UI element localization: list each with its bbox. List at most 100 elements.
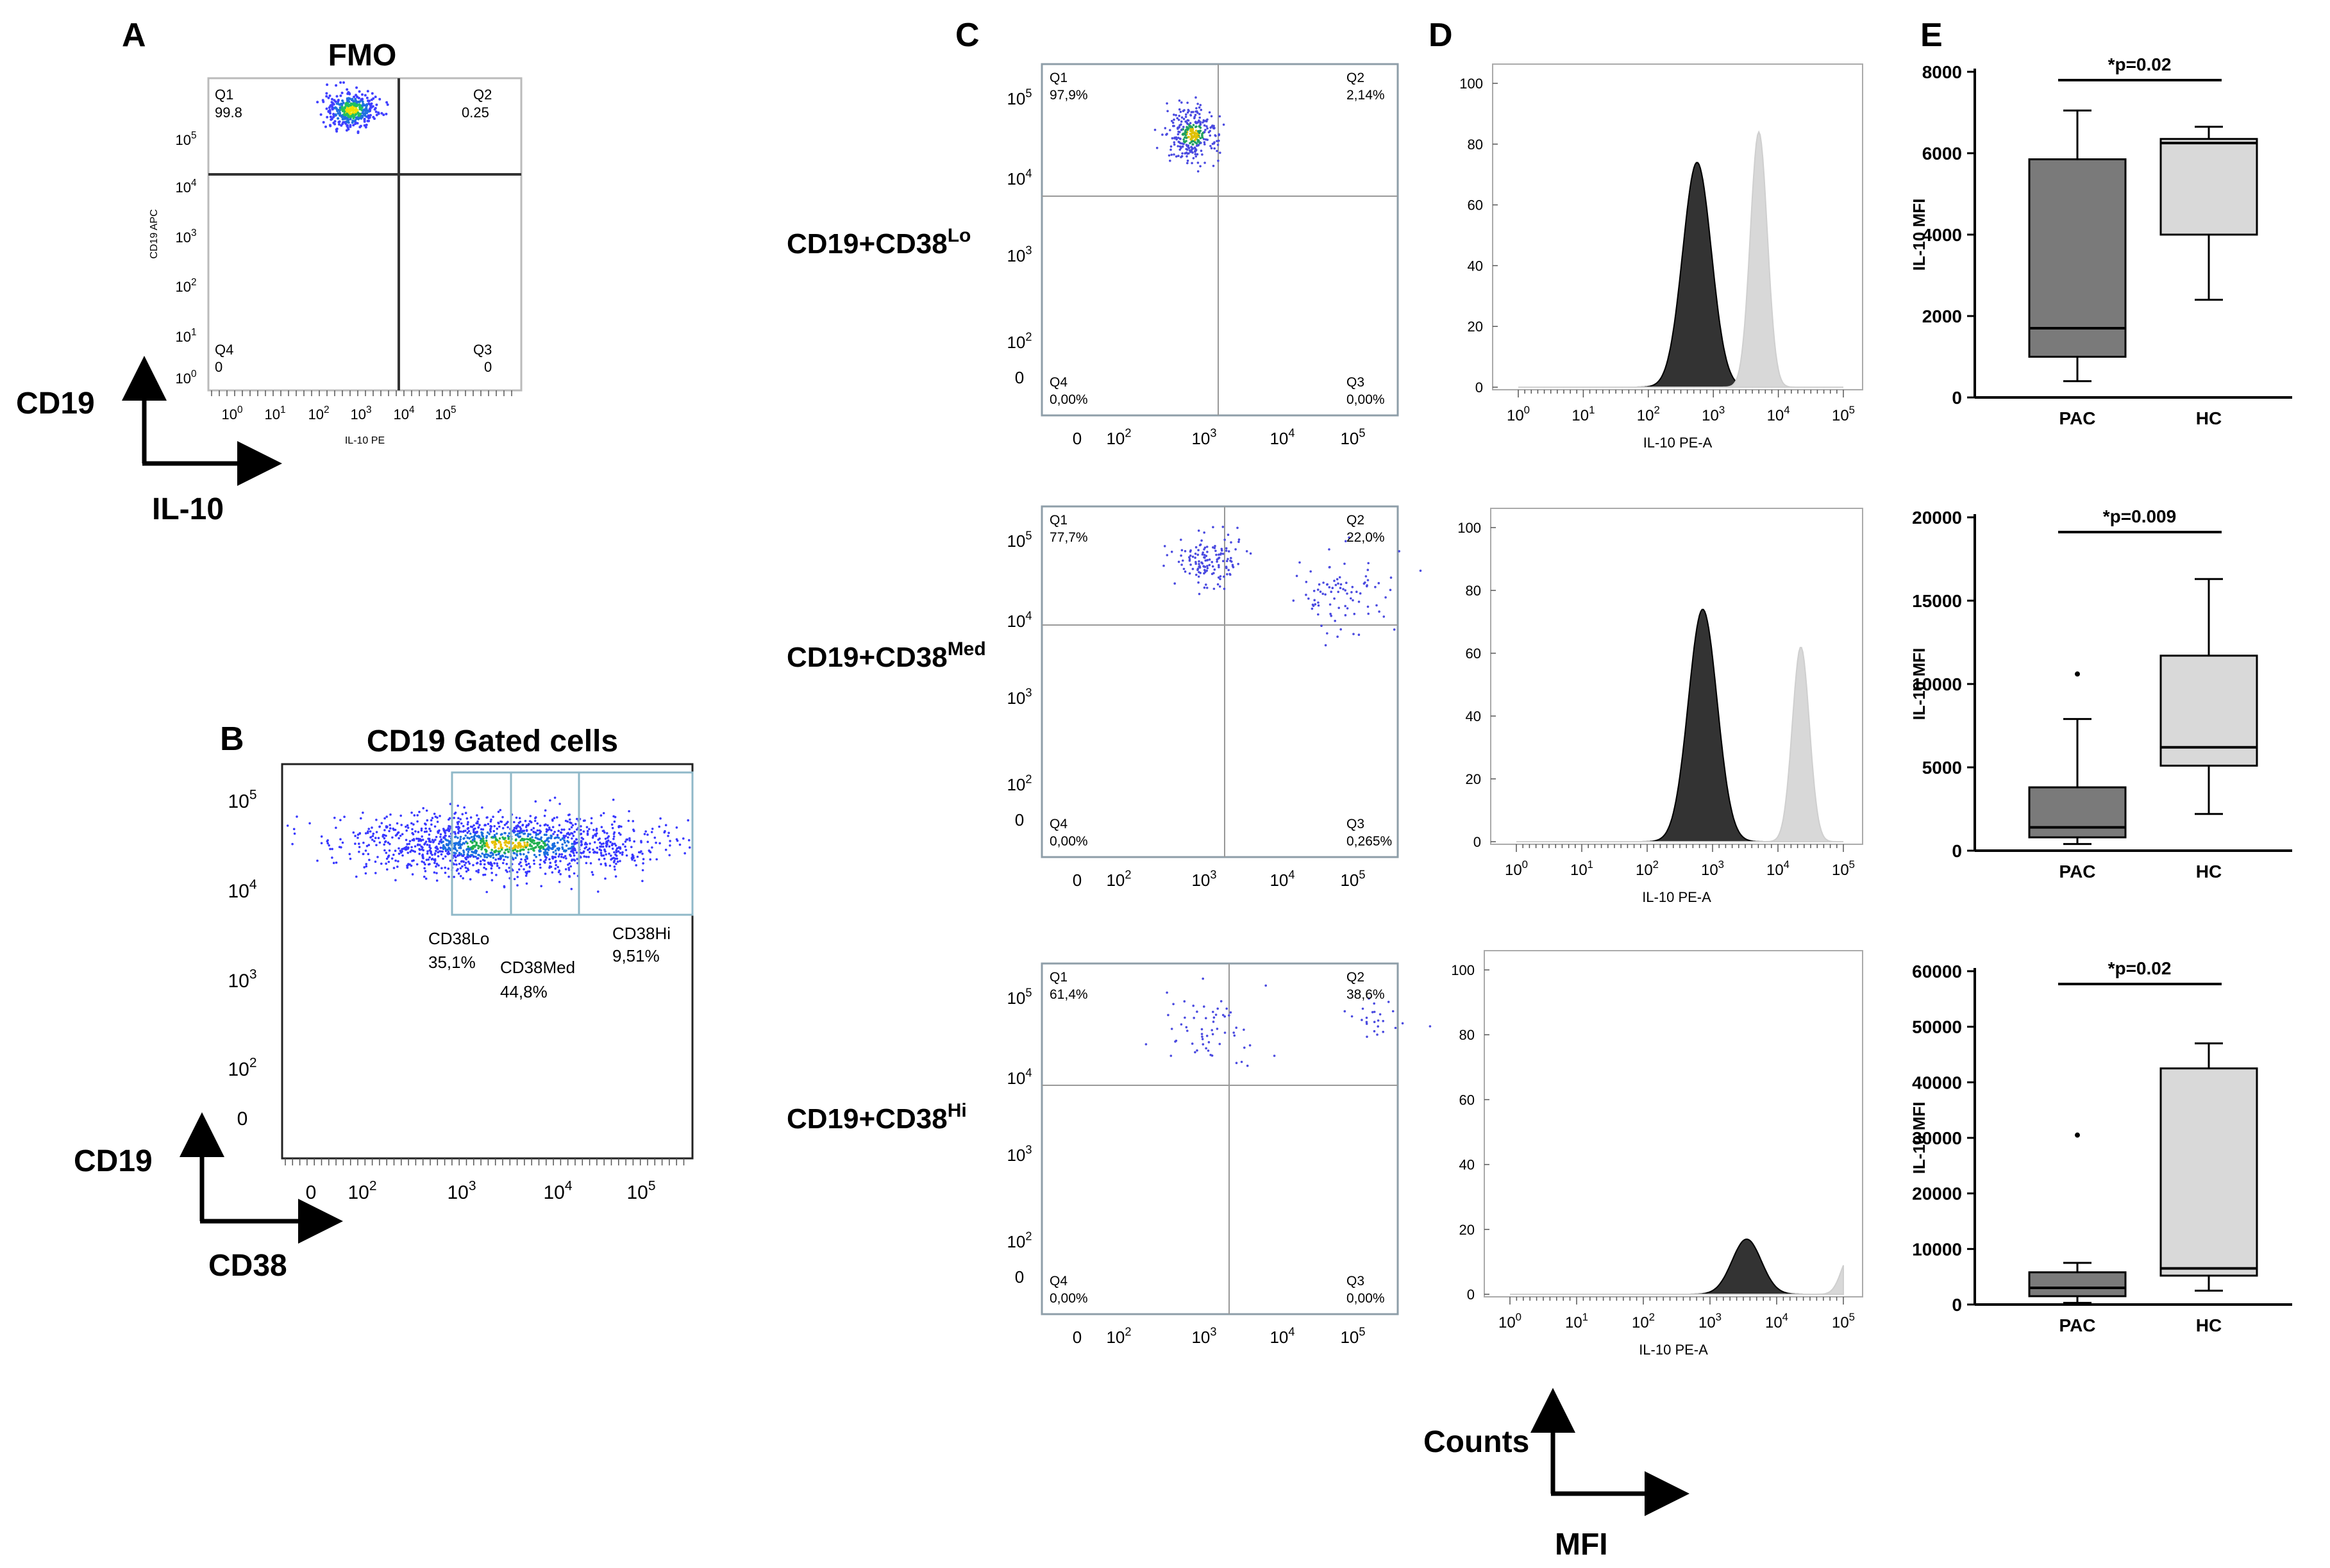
event-dot — [358, 832, 362, 835]
event-dot — [600, 854, 603, 856]
event-dot — [544, 858, 547, 862]
quadrant-value: 0,265% — [1346, 834, 1392, 849]
event-dot — [1177, 119, 1180, 121]
event-dot — [461, 865, 464, 868]
event-dot — [546, 843, 549, 846]
event-dot — [326, 842, 330, 845]
event-dot — [1237, 540, 1240, 543]
event-dot — [1185, 113, 1187, 116]
event-dot — [519, 853, 522, 856]
event-dot — [345, 104, 348, 107]
event-dot — [417, 840, 420, 842]
x-tick-label: 0 — [306, 1182, 317, 1203]
population-label-sup: Hi — [948, 1100, 967, 1121]
event-dot — [580, 825, 582, 828]
event-dot — [1180, 123, 1182, 126]
event-dot — [539, 830, 542, 833]
tick-base: 10 — [1007, 333, 1025, 352]
y-tick-label: 102 — [1007, 772, 1032, 794]
event-dot — [444, 838, 447, 841]
event-dot — [520, 831, 523, 834]
event-dot — [580, 840, 583, 844]
event-dot — [1200, 539, 1203, 542]
event-dot — [516, 884, 519, 887]
event-dot — [499, 850, 501, 853]
event-dot — [334, 113, 337, 116]
event-dot — [480, 855, 482, 858]
event-dot — [335, 129, 339, 133]
event-dot — [548, 837, 550, 839]
event-dot — [1330, 614, 1332, 617]
event-dot — [548, 866, 551, 869]
event-dot — [1198, 563, 1200, 565]
event-dot — [1217, 160, 1219, 162]
event-dot — [447, 867, 450, 870]
event-dot — [394, 849, 397, 852]
event-dot — [489, 824, 492, 828]
event-dot — [572, 847, 575, 850]
event-dot — [404, 848, 407, 851]
y-tick-label: 100 — [1459, 76, 1483, 92]
event-dot — [1237, 538, 1241, 541]
event-dot — [1199, 104, 1202, 106]
x-tick-label: 104 — [1765, 1311, 1788, 1331]
event-dot — [386, 868, 389, 871]
quadrant-label: Q2 — [473, 87, 492, 103]
gate-value: 35,1% — [428, 953, 476, 972]
event-dot — [502, 837, 505, 840]
y-tick-label: 80 — [1459, 1027, 1475, 1043]
event-dot — [1196, 553, 1200, 556]
event-dot — [1172, 1003, 1175, 1006]
event-dot — [426, 819, 429, 822]
event-dot — [1201, 553, 1204, 556]
event-dot — [1166, 991, 1168, 994]
event-dot — [587, 856, 590, 858]
event-dot — [485, 890, 488, 894]
event-dot — [474, 849, 477, 852]
tick-base: 10 — [1007, 1146, 1025, 1165]
event-dot — [511, 830, 514, 833]
event-dot — [329, 115, 332, 119]
event-dot — [544, 855, 547, 858]
event-dot — [444, 855, 447, 858]
event-dot — [334, 100, 337, 103]
event-dot — [515, 816, 518, 819]
event-dot — [444, 830, 446, 833]
event-dot — [1264, 984, 1267, 987]
event-dot — [560, 831, 563, 834]
event-dot — [429, 847, 432, 850]
event-dot — [446, 848, 449, 851]
event-dot — [1189, 122, 1192, 124]
event-dot — [1185, 151, 1188, 154]
event-dot — [1246, 1064, 1249, 1067]
y-tick-label: 100 — [175, 369, 196, 387]
event-dot — [569, 821, 571, 824]
event-dot — [388, 830, 390, 833]
event-dot — [564, 835, 567, 837]
quadrant-label: Q2 — [1346, 71, 1364, 85]
event-dot — [364, 849, 367, 852]
event-dot — [589, 862, 592, 865]
event-dot — [526, 857, 529, 860]
x-tick-label: 104 — [1767, 404, 1790, 424]
y-tick-label: 103 — [1007, 686, 1032, 708]
event-dot — [461, 813, 464, 815]
y-tick-label: 0 — [1952, 388, 1962, 408]
event-dot — [1208, 558, 1211, 561]
event-dot — [467, 847, 470, 850]
event-dot — [457, 872, 460, 875]
event-dot — [1208, 563, 1211, 567]
event-dot — [599, 845, 603, 848]
event-dot — [571, 859, 573, 862]
event-dot — [585, 826, 589, 829]
event-dot — [384, 840, 387, 843]
quadrant-label: Q4 — [1050, 375, 1068, 390]
tick-base: 10 — [228, 971, 249, 992]
event-dot — [544, 809, 547, 812]
event-dot — [533, 853, 536, 856]
event-dot — [521, 848, 524, 851]
event-dot — [624, 849, 628, 851]
event-dot — [372, 97, 375, 100]
event-dot — [1194, 556, 1196, 559]
